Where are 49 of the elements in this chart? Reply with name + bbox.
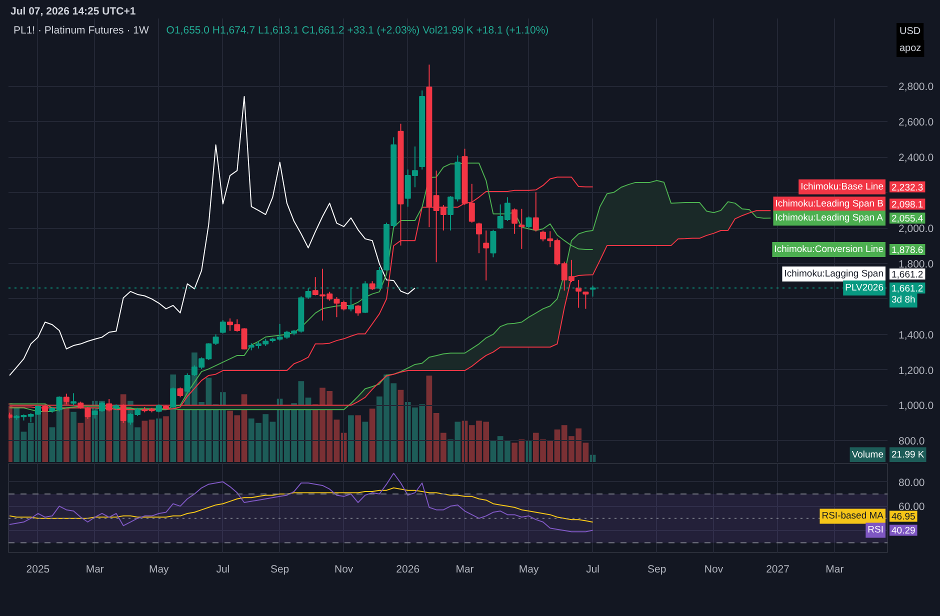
text: 2,055.4	[892, 214, 924, 225]
text: 21.99 K	[892, 449, 925, 460]
y-tick-label: 2,400.0	[898, 152, 934, 164]
x-tick-label: Mar	[456, 564, 474, 576]
legend-label: Volume	[852, 449, 884, 460]
x-tick-label: Sep	[270, 564, 290, 576]
x-tick-label: Jul	[586, 564, 600, 576]
y-tick-label: 1,800.0	[898, 258, 934, 270]
text: O1,655.0 H1,674.7 L1,613.1 C1,661.2 +33.1 (+2.03%) Vol21.99 K +18.1 (+1.10%)	[166, 24, 549, 36]
text: 46.95	[892, 512, 916, 523]
legend-label: Ichimoku:Leading Span A	[775, 212, 884, 224]
x-tick-label: May	[148, 564, 170, 576]
y-tick-label: 2,000.0	[898, 223, 934, 236]
legend-label: Ichimoku:Lagging Span	[784, 268, 884, 280]
text: 40.29	[892, 526, 916, 537]
text: Jul 07, 2026 14:25 UTC+1	[10, 6, 136, 18]
y-tick-label: 1,200.0	[898, 364, 934, 377]
text: 3d 8h	[892, 294, 916, 306]
y-tick-label: 2,800.0	[898, 81, 934, 94]
x-tick-label: Jul	[216, 564, 230, 576]
text: 2,098.1	[892, 200, 924, 211]
legend-label: Ichimoku:Base Line	[800, 181, 884, 192]
x-tick-label: 2027	[766, 564, 790, 576]
x-tick-label: Mar	[86, 564, 104, 576]
x-tick-label: Sep	[647, 564, 666, 576]
x-tick-label: Nov	[334, 564, 354, 576]
y-tick-label: 2,600.0	[898, 116, 934, 129]
legend-label: Ichimoku:Leading Span B	[775, 198, 884, 210]
text: 1,661.2	[892, 270, 924, 281]
legend-label: Ichimoku:Conversion Line	[774, 244, 884, 256]
y-tick-label: 1,400.0	[898, 329, 934, 342]
y-tick-label: 80.00	[898, 476, 925, 489]
x-tick-label: 2025	[26, 564, 50, 576]
annotation: PLV2026	[845, 282, 884, 294]
text: 1,878.6	[892, 245, 924, 256]
y-tick-label: 1,000.0	[898, 400, 934, 412]
legend-label: RSI-based MA	[822, 510, 884, 522]
text: 2,232.3	[892, 182, 924, 194]
y-tick-label: 60.00	[898, 501, 925, 514]
x-tick-label: Mar	[826, 564, 844, 576]
x-tick-label: 2026	[396, 564, 420, 576]
legend-label: RSI	[868, 524, 884, 536]
text: apoz	[900, 43, 922, 54]
text: PL1! · Platinum Futures · 1W	[14, 24, 149, 36]
x-tick-label: Nov	[704, 564, 724, 576]
text: USD	[900, 26, 921, 37]
x-tick-label: May	[518, 564, 540, 576]
text: 1,661.2	[892, 284, 924, 295]
y-tick-label: 800.0	[898, 436, 925, 448]
